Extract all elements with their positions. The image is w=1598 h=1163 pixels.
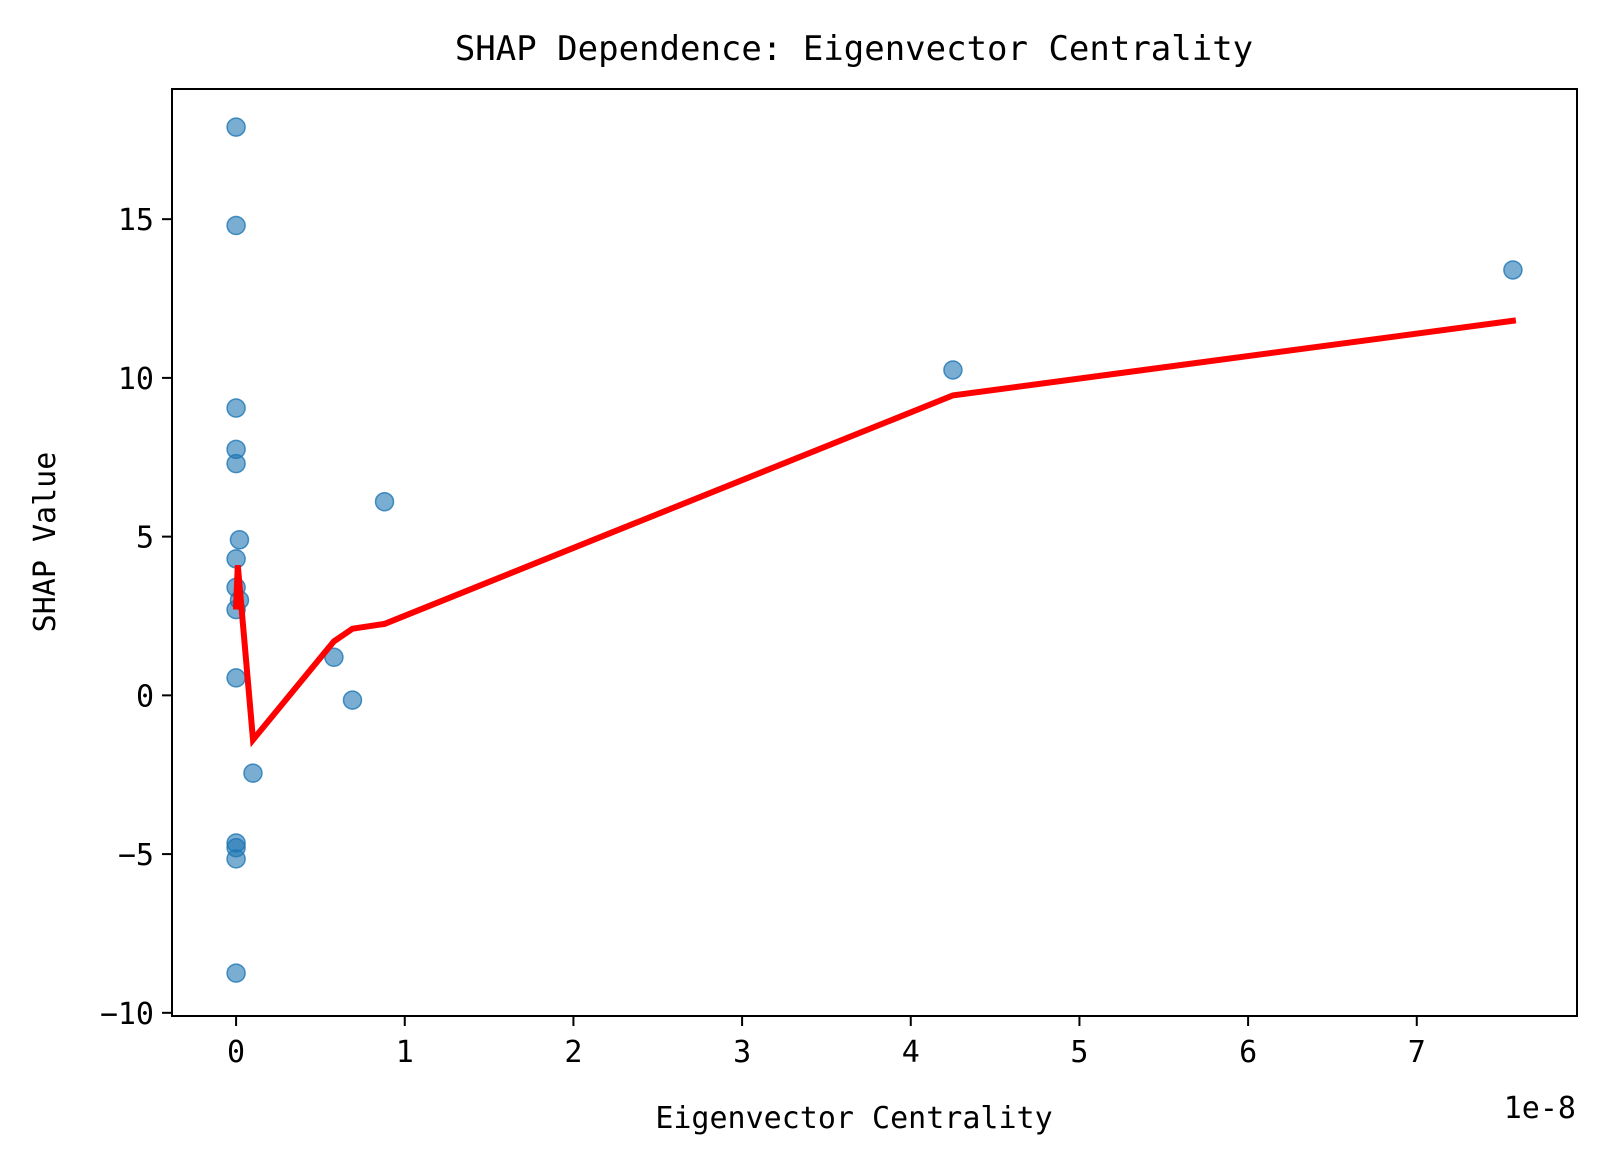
y-tick-label: −5: [118, 838, 154, 873]
scatter-point: [324, 647, 344, 668]
scatter-point: [342, 690, 363, 710]
x-tick-label: 5: [1070, 1035, 1088, 1070]
scatter-point: [943, 360, 963, 380]
x-tick-label: 7: [1408, 1035, 1426, 1070]
scatter-point: [243, 763, 263, 783]
y-tick-label: 5: [136, 521, 154, 556]
x-axis-offset-label: 1e-8: [1504, 1091, 1576, 1126]
x-axis-label: Eigenvector Centrality: [655, 1101, 1052, 1136]
x-tick-label: 4: [902, 1035, 920, 1070]
scatter-point: [1503, 260, 1523, 280]
y-tick-label: 0: [136, 679, 154, 714]
trend-line: [232, 317, 1517, 748]
scatter-point: [226, 117, 246, 137]
y-tick-label: 10: [118, 362, 154, 397]
x-tick-label: 2: [564, 1035, 582, 1070]
y-axis-label: SHAP Value: [28, 452, 63, 633]
plot-frame: [171, 88, 1578, 1017]
x-tick-label: 3: [733, 1035, 751, 1070]
scatter-point: [226, 668, 246, 688]
scatter-point: [226, 398, 246, 418]
scatter-point: [374, 491, 395, 512]
y-tick-label: 15: [118, 203, 154, 238]
chart-title: SHAP Dependence: Eigenvector Centrality: [455, 29, 1253, 69]
y-tick-label: −10: [100, 997, 154, 1032]
scatter-point: [226, 963, 246, 983]
plot-area: 0 1 2 3 4 5 6 7 −10 −5 0 5 10 15: [100, 88, 1578, 1070]
x-tick-label: 1: [396, 1035, 414, 1070]
scatter-point: [226, 849, 246, 869]
scatter-point: [226, 453, 246, 474]
x-tick-label: 6: [1239, 1035, 1257, 1070]
scatter-point: [229, 530, 250, 550]
scatter-point: [226, 215, 246, 236]
x-tick-label: 0: [227, 1035, 245, 1070]
